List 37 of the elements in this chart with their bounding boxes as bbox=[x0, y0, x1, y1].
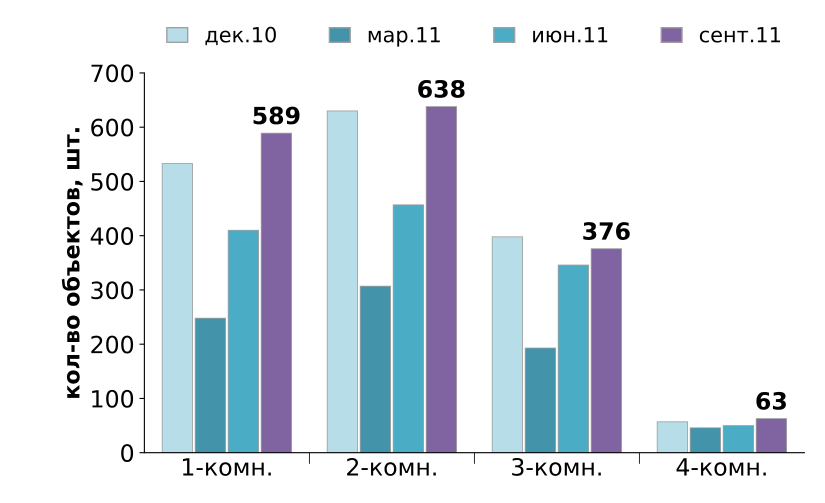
bar bbox=[426, 106, 457, 453]
bar bbox=[656, 421, 688, 453]
x-tick-label: 4-комн. bbox=[676, 458, 766, 476]
legend-label: мар.11 bbox=[368, 27, 440, 47]
y-axis-title: кол-во объектов, шт. bbox=[62, 128, 83, 398]
bar bbox=[228, 230, 259, 453]
bar bbox=[690, 427, 721, 453]
bar bbox=[590, 248, 622, 453]
bar bbox=[392, 204, 424, 453]
y-tick-label: 700 bbox=[92, 64, 134, 82]
bar bbox=[524, 348, 556, 453]
bar bbox=[260, 132, 292, 453]
bar bbox=[492, 236, 523, 453]
bar bbox=[162, 163, 193, 453]
y-tick-label: 600 bbox=[91, 118, 134, 136]
bar bbox=[756, 418, 787, 453]
y-tick-label: 200 bbox=[91, 336, 134, 354]
x-tick-label: 3-комн. bbox=[512, 458, 601, 476]
legend-label: сент.11 bbox=[700, 27, 780, 43]
data-label: 638 bbox=[418, 80, 465, 98]
y-tick-label: 0 bbox=[121, 444, 134, 462]
bar bbox=[194, 318, 226, 453]
data-label: 376 bbox=[583, 222, 630, 240]
bar bbox=[558, 264, 589, 453]
y-tick-label: 100 bbox=[92, 390, 134, 408]
legend-label: июн.11 bbox=[533, 27, 608, 43]
x-tick-label: 2-комн. bbox=[347, 458, 436, 476]
y-tick-label: 400 bbox=[90, 227, 134, 245]
data-label: 589 bbox=[254, 106, 300, 124]
bar bbox=[360, 286, 391, 453]
x-tick-label: 1-комн. bbox=[182, 458, 271, 476]
bar bbox=[722, 425, 754, 453]
y-tick-label: 300 bbox=[91, 281, 134, 300]
legend-label: дек.10 bbox=[205, 26, 276, 46]
data-label: 63 bbox=[756, 392, 786, 410]
bar bbox=[326, 110, 358, 453]
y-tick-label: 500 bbox=[91, 172, 134, 191]
